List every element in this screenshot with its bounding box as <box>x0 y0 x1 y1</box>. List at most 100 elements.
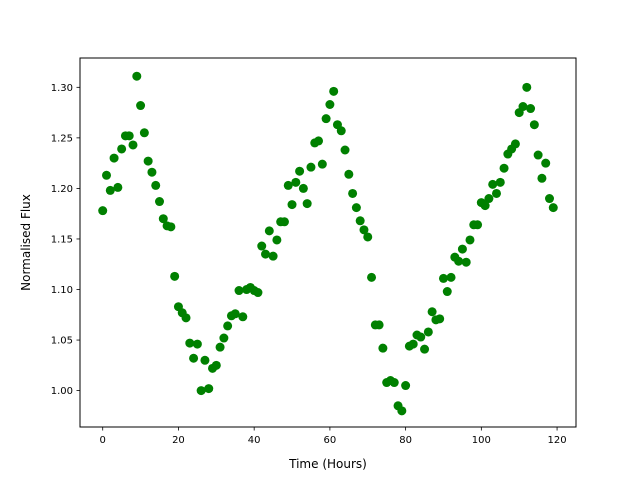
data-point <box>336 126 346 136</box>
data-point <box>541 158 551 168</box>
data-point <box>317 159 327 169</box>
data-point <box>533 150 543 160</box>
data-point <box>537 173 547 183</box>
data-point <box>359 225 369 235</box>
x-axis-label: Time (Hours) <box>288 457 367 471</box>
data-point <box>302 199 312 209</box>
axes-frame <box>79 57 577 428</box>
data-point <box>291 177 301 187</box>
y-tick-label: 1.15 <box>51 234 73 245</box>
data-point <box>423 327 433 337</box>
data-point <box>295 166 305 176</box>
data-point <box>348 188 358 198</box>
y-tick-label: 1.30 <box>51 83 73 94</box>
data-point <box>442 287 452 297</box>
data-point <box>279 217 289 227</box>
data-point <box>435 314 445 324</box>
y-axis-label: Normalised Flux <box>19 194 33 291</box>
data-point <box>526 104 536 114</box>
data-point <box>420 344 430 354</box>
data-point <box>454 256 464 266</box>
data-point <box>143 156 153 166</box>
data-point <box>109 153 119 163</box>
data-point <box>192 339 202 349</box>
data-point <box>397 406 407 416</box>
x-tick-label: 80 <box>399 435 412 446</box>
data-point <box>427 307 437 317</box>
data-point <box>491 188 501 198</box>
x-tick-label: 100 <box>472 435 491 446</box>
data-points <box>98 71 558 416</box>
data-point <box>234 286 244 296</box>
data-point <box>155 197 165 207</box>
data-point <box>268 251 278 261</box>
data-point <box>298 183 308 193</box>
data-point <box>344 169 354 179</box>
data-point <box>461 257 471 267</box>
data-point <box>253 288 263 298</box>
data-point <box>223 321 233 331</box>
data-point <box>166 222 176 232</box>
x-tick-label: 0 <box>100 435 106 446</box>
data-point <box>128 140 138 150</box>
data-point <box>151 180 161 190</box>
data-point <box>272 235 282 245</box>
data-point <box>136 101 146 111</box>
x-tick-label: 120 <box>548 435 567 446</box>
y-axis-ticks: 1.00 1.05 1.10 1.15 1.20 1.25 1.30 <box>51 83 80 397</box>
data-point <box>321 114 331 124</box>
data-point <box>287 200 297 210</box>
data-point <box>189 353 199 363</box>
data-point <box>200 355 210 365</box>
data-point <box>408 339 418 349</box>
data-point <box>544 194 554 204</box>
data-point <box>181 313 191 323</box>
data-point <box>374 320 384 330</box>
data-point <box>124 131 134 141</box>
data-point <box>548 203 558 213</box>
data-point <box>484 194 494 204</box>
data-point <box>238 312 248 322</box>
data-point <box>465 235 475 245</box>
data-point <box>98 206 108 216</box>
data-point <box>488 179 498 189</box>
x-tick-label: 60 <box>324 435 337 446</box>
data-point <box>170 271 180 281</box>
data-point <box>102 170 112 180</box>
data-point <box>416 332 426 342</box>
data-point <box>204 384 214 394</box>
data-point <box>306 162 316 172</box>
data-point <box>378 343 388 353</box>
data-point <box>261 249 271 259</box>
data-point <box>139 128 149 138</box>
data-point <box>480 201 490 211</box>
data-point <box>314 136 324 146</box>
data-point <box>355 216 365 226</box>
data-point <box>257 241 267 251</box>
data-point <box>211 360 221 370</box>
data-point <box>264 226 274 236</box>
data-point <box>473 220 483 230</box>
data-point <box>367 272 377 282</box>
y-tick-label: 1.20 <box>51 184 73 195</box>
data-point <box>325 100 335 110</box>
y-tick-label: 1.10 <box>51 285 73 296</box>
data-point <box>529 120 539 130</box>
data-point <box>340 145 350 155</box>
data-point <box>510 139 520 149</box>
data-point <box>457 244 467 254</box>
data-point <box>158 214 168 224</box>
data-point <box>147 167 157 177</box>
data-point <box>215 342 225 352</box>
data-point <box>117 144 127 154</box>
x-tick-label: 40 <box>248 435 261 446</box>
data-point <box>196 386 206 396</box>
y-tick-label: 1.00 <box>51 386 73 397</box>
data-point <box>113 182 123 192</box>
x-tick-label: 20 <box>172 435 185 446</box>
data-point <box>329 86 339 96</box>
data-point <box>522 82 532 92</box>
data-point <box>219 333 229 343</box>
